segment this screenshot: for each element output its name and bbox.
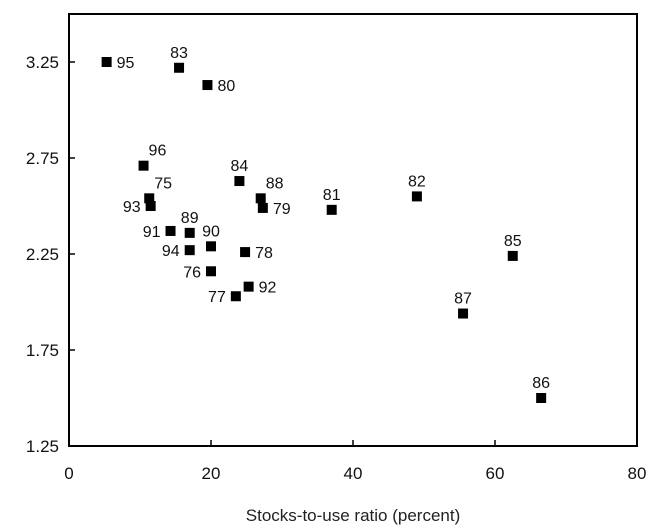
data-point-marker <box>507 250 518 261</box>
y-axis: 1.25 1.75 2.25 2.75 3.25 <box>26 53 75 456</box>
data-point-label: 82 <box>408 173 426 190</box>
x-tick-label: 40 <box>344 464 363 483</box>
data-point-label: 78 <box>255 245 273 262</box>
data-point-label: 85 <box>504 233 522 250</box>
data-point-marker <box>411 191 422 202</box>
data-point-marker <box>138 160 149 171</box>
data-point-label: 84 <box>231 158 249 175</box>
data-point-label: 76 <box>183 264 201 281</box>
data-point-marker <box>202 80 213 91</box>
x-tick-label: 60 <box>486 464 505 483</box>
data-point-label: 79 <box>273 201 291 218</box>
data-point-label: 94 <box>162 243 180 260</box>
data-point-marker <box>257 202 268 213</box>
data-points: 95 83 80 96 84 75 93 88 79 81 82 89 91 90 94 78 76 85 92 77… <box>101 45 550 403</box>
x-tick-label: 0 <box>64 464 73 483</box>
y-tick-label: 2.25 <box>26 245 59 264</box>
data-point-marker <box>255 193 266 204</box>
data-point-marker <box>243 281 254 292</box>
data-point-marker <box>101 57 112 67</box>
data-point-label: 89 <box>181 210 199 227</box>
y-tick-label: 3.25 <box>26 53 59 72</box>
y-tick-label: 1.75 <box>26 341 59 360</box>
data-point-marker <box>206 266 216 277</box>
x-tick-label: 80 <box>628 464 647 483</box>
data-point-marker <box>184 227 195 238</box>
data-point-marker <box>458 308 469 319</box>
y-tick-label: 1.25 <box>26 437 59 456</box>
x-tick-label: 20 <box>202 464 221 483</box>
data-point-marker <box>145 201 156 211</box>
data-point-label: 81 <box>323 187 341 204</box>
data-point-marker <box>230 291 241 302</box>
data-point-label: 77 <box>208 289 226 306</box>
data-point-marker <box>240 247 251 258</box>
data-point-marker <box>326 204 337 215</box>
data-point-label: 83 <box>170 45 188 62</box>
data-point-label: 96 <box>149 143 167 160</box>
data-point-marker <box>206 241 216 252</box>
data-point-label: 92 <box>259 280 277 297</box>
data-point-marker <box>165 225 176 236</box>
data-point-label: 93 <box>123 199 141 216</box>
data-point-label: 87 <box>454 291 472 308</box>
x-axis: 0 20 40 60 80 <box>64 440 646 483</box>
data-point-label: 95 <box>117 55 135 72</box>
data-point-label: 80 <box>217 78 235 95</box>
data-point-label: 90 <box>202 223 220 240</box>
data-point-marker <box>234 176 245 187</box>
data-point-marker <box>536 393 547 403</box>
y-tick-label: 2.75 <box>26 149 59 168</box>
data-point-marker <box>144 193 155 204</box>
data-point-marker <box>174 62 185 73</box>
data-point-label: 88 <box>266 175 284 192</box>
data-point-marker <box>184 245 195 256</box>
data-point-label: 91 <box>143 224 161 241</box>
data-point-label: 86 <box>532 375 550 392</box>
data-point-label: 75 <box>154 175 172 192</box>
x-axis-title: Stocks-to-use ratio (percent) <box>246 506 460 525</box>
